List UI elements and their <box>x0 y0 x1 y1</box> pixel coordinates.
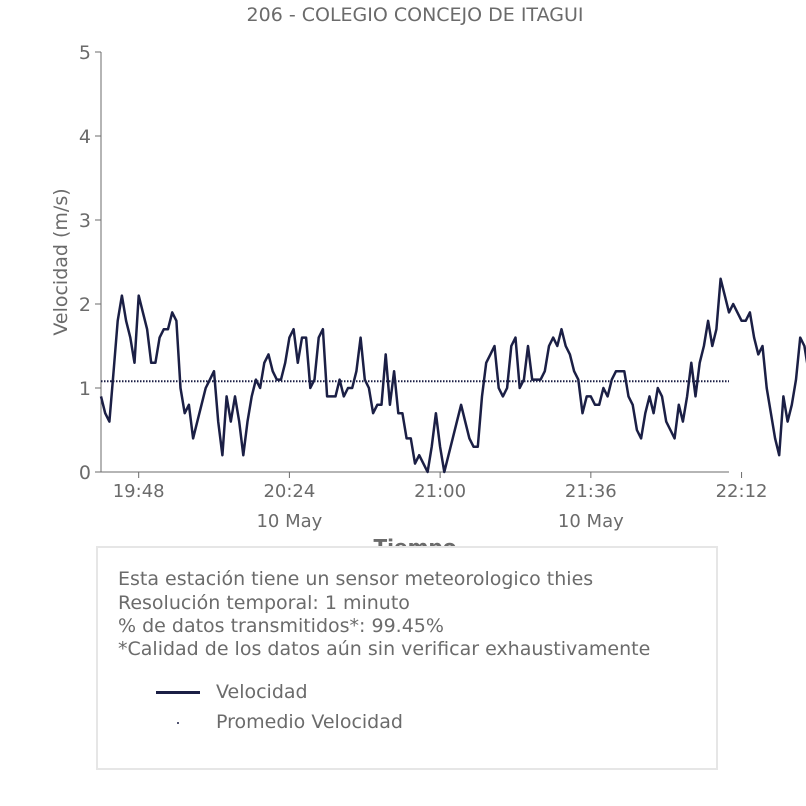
y-tick-label: 0 <box>79 462 91 484</box>
info-transmitted-text: % de datos transmitidos*: 99.45% <box>118 615 444 637</box>
y-tick-label: 2 <box>79 294 91 316</box>
legend-line-swatch <box>156 691 200 694</box>
y-axis-label: Velocidad (m/s) <box>50 188 72 335</box>
x-tick-date-label: 10 May <box>558 511 624 532</box>
legend-item-promedio: Promedio Velocidad <box>156 710 556 734</box>
axes: 0 1 2 3 4 5 19:48 20:24 10 May 21:00 21:36 10 May 22… <box>79 42 768 532</box>
info-sensor-text: Esta estación tiene un sensor meteorolog… <box>118 568 594 590</box>
info-box: Esta estación tiene un sensor meteorolog… <box>96 546 718 770</box>
y-tick-label: 3 <box>79 210 91 232</box>
y-tick-label: 5 <box>79 42 91 64</box>
info-resolution-text: Resolución temporal: 1 minuto <box>118 592 410 614</box>
chart-title: 206 - COLEGIO CONCEJO DE ITAGUI <box>247 4 584 26</box>
x-tick-date-label: 10 May <box>256 511 322 532</box>
x-tick-label: 19:48 <box>113 481 165 502</box>
series-line-velocidad <box>99 277 806 474</box>
x-tick-label: 20:24 <box>263 481 315 502</box>
legend-label-promedio: Promedio Velocidad <box>216 711 403 733</box>
x-tick-label: 22:12 <box>716 481 768 502</box>
legend-label-velocidad: Velocidad <box>216 681 308 703</box>
x-tick-label: 21:00 <box>414 481 466 502</box>
y-tick-label: 4 <box>79 126 91 148</box>
x-tick-label: 21:36 <box>565 481 617 502</box>
chart-marks <box>99 277 806 474</box>
legend-item-velocidad: Velocidad <box>156 680 556 704</box>
legend-dot-swatch <box>177 722 179 724</box>
info-quality-note: *Calidad de los datos aún sin verificar … <box>118 638 651 660</box>
y-tick-label: 1 <box>79 378 91 400</box>
